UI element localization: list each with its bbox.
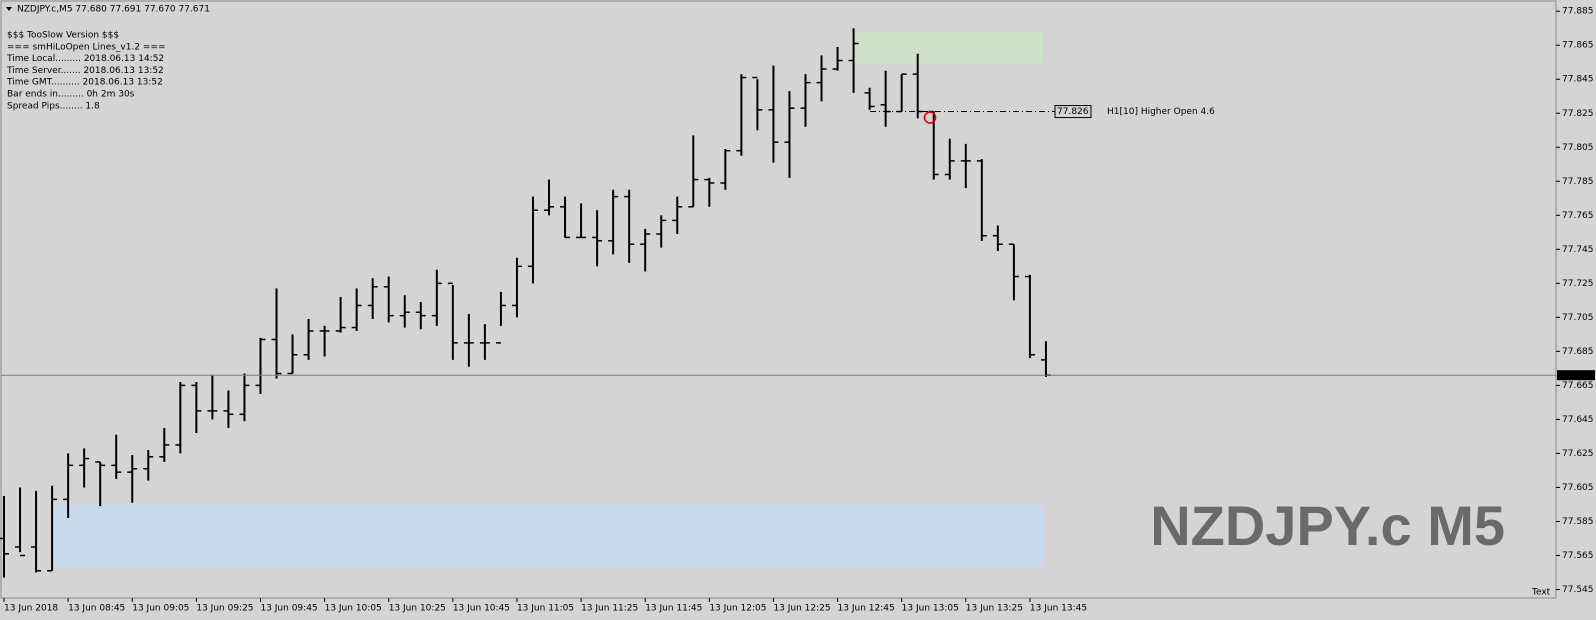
x-tick-label: 13 Jun 2018 bbox=[4, 604, 58, 614]
level-box bbox=[1054, 105, 1092, 119]
level-label: 77.826 bbox=[1057, 107, 1089, 117]
x-tick-label: 13 Jun 12:45 bbox=[838, 604, 895, 614]
x-tick-label: 13 Jun 12:05 bbox=[709, 604, 766, 614]
corner-text: Text bbox=[1531, 588, 1551, 598]
y-tick-label: 77.845 bbox=[1562, 75, 1594, 85]
y-tick-label: 77.865 bbox=[1562, 41, 1594, 51]
zone bbox=[52, 504, 1043, 568]
header-arrow bbox=[6, 7, 12, 11]
y-tick-label: 77.565 bbox=[1562, 551, 1594, 561]
header: NZDJPY.c,M5 77.680 77.691 77.670 77.671 bbox=[17, 5, 210, 15]
y-tick-label: 77.805 bbox=[1562, 143, 1594, 153]
info-line: Time Local......... 2018.06.13 14:52 bbox=[6, 54, 164, 64]
x-tick-label: 13 Jun 10:05 bbox=[325, 604, 382, 614]
y-tick-label: 77.765 bbox=[1562, 211, 1594, 221]
current-price-label: 77.671 bbox=[1560, 371, 1592, 381]
x-tick-label: 13 Jun 11:05 bbox=[517, 604, 574, 614]
y-tick-label: 77.585 bbox=[1562, 517, 1594, 527]
watermark: NZDJPY.c M5 bbox=[1150, 494, 1505, 557]
info-line: $$$ TooSlow Version $$$ bbox=[7, 31, 119, 41]
zone bbox=[852, 31, 1043, 64]
x-tick-label: 13 Jun 09:25 bbox=[196, 604, 253, 614]
plot-area bbox=[0, 0, 1557, 599]
y-tick-label: 77.545 bbox=[1562, 585, 1594, 595]
x-tick-label: 13 Jun 13:25 bbox=[966, 604, 1023, 614]
y-tick-label: 77.685 bbox=[1562, 347, 1594, 357]
y-tick-label: 77.825 bbox=[1562, 109, 1594, 119]
info-line: Time Server....... 2018.06.13 13:52 bbox=[6, 66, 164, 76]
y-tick-label: 77.785 bbox=[1562, 177, 1594, 187]
info-line: Time GMT.......... 2018.06.13 13:52 bbox=[6, 78, 163, 88]
info-line: Spread Pips........ 1.8 bbox=[7, 101, 100, 111]
x-tick-label: 13 Jun 09:45 bbox=[260, 604, 317, 614]
level-text: H1[10] Higher Open 4.6 bbox=[1107, 107, 1215, 117]
x-tick-label: 13 Jun 11:45 bbox=[645, 604, 702, 614]
x-tick-label: 13 Jun 13:45 bbox=[1030, 604, 1087, 614]
y-tick-label: 77.665 bbox=[1562, 381, 1594, 391]
x-tick-label: 13 Jun 13:05 bbox=[902, 604, 959, 614]
info-line: === smHiLoOpen Lines_v1.2 === bbox=[7, 42, 166, 52]
y-tick-label: 77.705 bbox=[1562, 313, 1594, 323]
y-tick-label: 77.745 bbox=[1562, 245, 1594, 255]
info-line: Bar ends in......... 0h 2m 30s bbox=[7, 90, 135, 100]
y-tick-label: 77.645 bbox=[1562, 415, 1594, 425]
y-tick-label: 77.625 bbox=[1562, 449, 1594, 459]
y-tick-label: 77.605 bbox=[1562, 483, 1594, 493]
x-tick-label: 13 Jun 12:25 bbox=[773, 604, 830, 614]
current-price-box bbox=[1557, 370, 1595, 381]
y-tick-label: 77.885 bbox=[1562, 7, 1594, 17]
x-tick-label: 13 Jun 10:45 bbox=[453, 604, 510, 614]
x-tick-label: 13 Jun 09:05 bbox=[132, 604, 189, 614]
x-tick-label: 13 Jun 11:25 bbox=[581, 604, 638, 614]
signal-circle bbox=[923, 111, 937, 124]
x-tick-label: 13 Jun 08:45 bbox=[68, 604, 125, 614]
y-tick-label: 77.725 bbox=[1562, 279, 1594, 289]
x-tick-label: 13 Jun 10:25 bbox=[389, 604, 446, 614]
